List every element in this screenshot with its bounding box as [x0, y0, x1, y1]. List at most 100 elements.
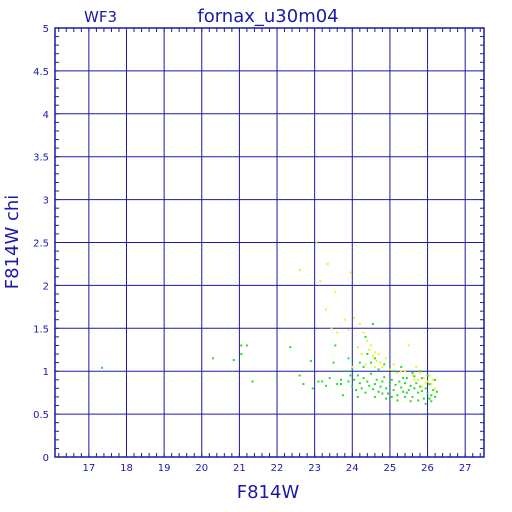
data-point [373, 395, 376, 398]
data-point [332, 361, 335, 364]
data-point [403, 370, 406, 373]
data-point [289, 346, 292, 349]
data-point [347, 329, 350, 332]
data-point [373, 365, 376, 368]
data-point [232, 359, 235, 362]
corner-label: WF3 [84, 8, 117, 26]
data-point [392, 370, 395, 373]
data-points [101, 241, 438, 405]
data-point [428, 383, 431, 386]
data-point [356, 374, 359, 377]
data-point [245, 344, 248, 347]
data-point [101, 366, 104, 369]
y-tick-label: 3 [43, 196, 49, 207]
data-point [373, 351, 376, 354]
data-point [377, 353, 380, 356]
data-point [390, 378, 393, 381]
data-point [383, 363, 386, 366]
data-point [413, 378, 416, 381]
data-point [375, 359, 378, 362]
data-point [356, 346, 359, 349]
data-point [392, 389, 395, 392]
data-point [426, 374, 429, 377]
y-tick-label: 2.5 [33, 239, 49, 250]
data-point [212, 357, 215, 360]
data-point [407, 389, 410, 392]
data-point [373, 357, 376, 360]
data-point [417, 399, 420, 402]
data-point [315, 241, 318, 244]
data-point [413, 375, 416, 378]
data-point [413, 387, 416, 390]
data-point [411, 371, 414, 374]
data-point [340, 378, 342, 381]
data-point [396, 399, 399, 402]
data-point [432, 389, 435, 392]
data-point [422, 377, 425, 380]
data-point [251, 380, 254, 383]
data-point [415, 365, 418, 368]
data-point [353, 378, 356, 381]
data-point [400, 386, 403, 389]
data-point [334, 344, 337, 347]
x-tick-label: 22 [271, 463, 284, 474]
data-point [409, 384, 412, 387]
data-point [240, 353, 243, 356]
data-point [366, 353, 369, 356]
data-point [420, 377, 423, 380]
data-point [417, 378, 420, 381]
data-point [392, 363, 395, 366]
data-point [364, 363, 367, 366]
data-point [426, 380, 429, 383]
data-point [330, 327, 333, 330]
y-tick-label: 3.5 [33, 153, 49, 164]
data-point [355, 389, 358, 392]
data-point [435, 390, 438, 393]
data-point [340, 383, 342, 386]
data-point [326, 262, 329, 265]
data-point [428, 374, 431, 377]
data-point [407, 344, 410, 347]
data-point [302, 383, 305, 386]
data-point [368, 348, 371, 351]
data-point [362, 377, 365, 380]
data-point [402, 377, 405, 380]
data-point [405, 377, 408, 380]
data-point [385, 357, 388, 360]
data-point [424, 387, 427, 390]
data-point [377, 390, 380, 393]
data-point [373, 383, 376, 386]
data-point [426, 392, 429, 395]
data-point [381, 365, 384, 368]
data-point [381, 380, 384, 383]
data-point [394, 383, 397, 386]
data-point [411, 395, 414, 398]
data-point [409, 400, 412, 403]
data-point [360, 353, 363, 356]
data-point [385, 397, 388, 400]
data-point [370, 344, 373, 347]
data-point [351, 367, 354, 370]
data-point [403, 395, 406, 398]
data-point [379, 361, 382, 364]
y-tick-label: 1 [43, 367, 49, 378]
data-point [364, 391, 367, 394]
data-point [419, 370, 422, 373]
data-point [432, 378, 435, 381]
data-point [396, 394, 399, 397]
data-point [424, 382, 427, 385]
data-point [405, 391, 408, 394]
data-point [336, 383, 339, 386]
data-point [334, 291, 337, 294]
data-point [368, 384, 371, 387]
data-point [419, 385, 422, 388]
x-tick-label: 17 [83, 463, 96, 474]
data-point [428, 397, 431, 400]
data-point [356, 395, 359, 398]
data-point [345, 370, 348, 373]
data-point [422, 397, 425, 400]
data-point [353, 317, 356, 320]
data-point [424, 402, 427, 405]
data-point [371, 354, 374, 357]
